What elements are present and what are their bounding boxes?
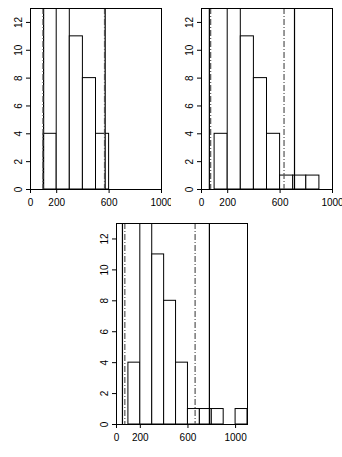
svg-text:8: 8 <box>184 75 195 81</box>
svg-text:8: 8 <box>98 298 109 304</box>
svg-text:0: 0 <box>184 186 195 192</box>
svg-text:12: 12 <box>13 16 24 28</box>
svg-text:600: 600 <box>179 432 196 443</box>
svg-text:600: 600 <box>101 197 118 208</box>
svg-text:6: 6 <box>13 103 24 109</box>
svg-text:10: 10 <box>98 264 109 276</box>
svg-text:6: 6 <box>98 329 109 335</box>
svg-text:12: 12 <box>98 233 109 245</box>
svg-text:1000: 1000 <box>224 432 247 443</box>
svg-text:2: 2 <box>98 390 109 396</box>
svg-text:4: 4 <box>13 131 24 137</box>
svg-text:200: 200 <box>219 197 236 208</box>
svg-text:1000: 1000 <box>321 197 342 208</box>
svg-text:6: 6 <box>184 103 195 109</box>
svg-text:0: 0 <box>113 432 119 443</box>
svg-text:2: 2 <box>184 158 195 164</box>
svg-text:200: 200 <box>131 432 148 443</box>
svg-text:4: 4 <box>184 131 195 137</box>
svg-text:2: 2 <box>13 158 24 164</box>
svg-text:1000: 1000 <box>150 197 171 208</box>
svg-text:0: 0 <box>28 197 34 208</box>
svg-text:10: 10 <box>13 44 24 56</box>
svg-text:200: 200 <box>48 197 65 208</box>
svg-text:0: 0 <box>199 197 205 208</box>
svg-text:8: 8 <box>13 75 24 81</box>
svg-text:10: 10 <box>184 44 195 56</box>
svg-text:0: 0 <box>13 186 24 192</box>
svg-text:600: 600 <box>272 197 289 208</box>
svg-text:4: 4 <box>98 359 109 365</box>
svg-text:12: 12 <box>184 16 195 28</box>
svg-text:0: 0 <box>98 421 109 427</box>
